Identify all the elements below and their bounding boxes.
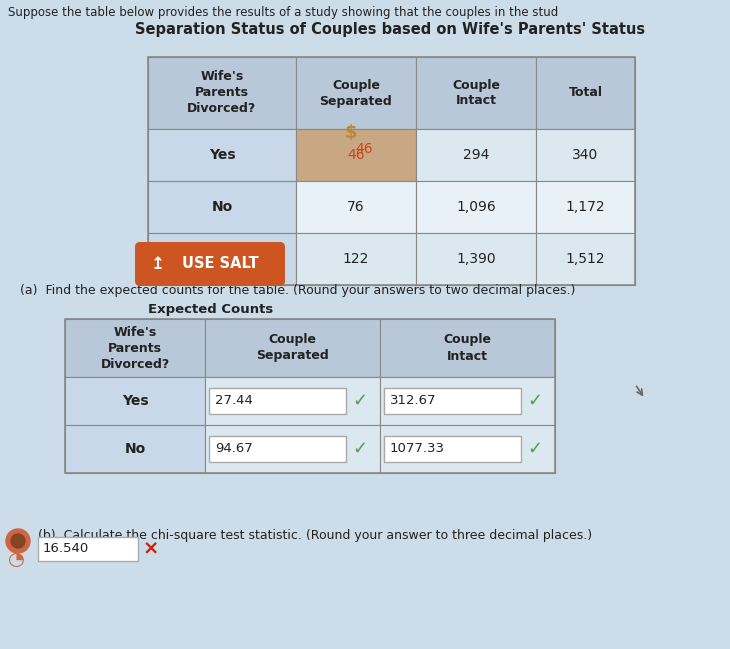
Bar	[416, 181, 536, 233]
Text: 122: 122	[343, 252, 369, 266]
Text: Wife's
Parents
Divorced?: Wife's Parents Divorced?	[101, 326, 169, 371]
Text: (a)  Find the expected counts for the table. (Round your answers to two decimal : (a) Find the expected counts for the tab…	[20, 284, 575, 297]
Bar	[536, 57, 635, 129]
Bar	[205, 319, 380, 377]
Text: 76: 76	[347, 200, 365, 214]
FancyBboxPatch shape	[135, 242, 285, 286]
Text: 46: 46	[347, 148, 365, 162]
Text: ◔: ◔	[8, 550, 25, 569]
Text: ✓: ✓	[527, 440, 542, 458]
Text: Total: Total	[203, 252, 241, 266]
Bar	[380, 319, 555, 377]
Circle shape	[11, 534, 25, 548]
Text: No: No	[124, 442, 145, 456]
Bar	[148, 233, 296, 285]
Bar	[209, 436, 346, 462]
Text: ×: ×	[143, 539, 159, 559]
Text: Couple
Intact: Couple Intact	[452, 79, 500, 108]
Bar	[384, 436, 521, 462]
Bar	[416, 233, 536, 285]
Text: 294: 294	[463, 148, 489, 162]
Text: ✓: ✓	[527, 392, 542, 410]
Circle shape	[6, 529, 30, 553]
Text: Couple
Intact: Couple Intact	[444, 334, 491, 363]
Bar	[380, 377, 555, 425]
Bar	[296, 233, 416, 285]
Bar	[65, 377, 205, 425]
Text: 1,096: 1,096	[456, 200, 496, 214]
Bar	[380, 425, 555, 473]
Bar	[148, 129, 296, 181]
Bar	[65, 425, 205, 473]
Text: (b)  Calculate the chi-square test statistic. (Round your answer to three decima: (b) Calculate the chi-square test statis…	[38, 529, 592, 542]
Text: Expected Counts: Expected Counts	[148, 303, 273, 316]
Bar	[416, 57, 536, 129]
Text: 312.67: 312.67	[390, 395, 437, 408]
Bar	[148, 57, 296, 129]
Text: $: $	[345, 124, 357, 142]
Text: Separation Status of Couples based on Wife's Parents' Status: Separation Status of Couples based on Wi…	[135, 22, 645, 37]
Text: 27.44: 27.44	[215, 395, 253, 408]
Text: 1077.33: 1077.33	[390, 443, 445, 456]
Bar	[296, 181, 416, 233]
Text: USE SALT: USE SALT	[182, 256, 258, 271]
Text: 340: 340	[572, 148, 599, 162]
Bar	[536, 233, 635, 285]
Bar	[148, 181, 296, 233]
Text: Yes: Yes	[209, 148, 235, 162]
Bar	[65, 319, 205, 377]
Bar	[384, 388, 521, 414]
Bar	[536, 181, 635, 233]
Text: Yes: Yes	[122, 394, 148, 408]
Bar	[38, 537, 138, 561]
Bar	[148, 57, 635, 285]
Text: Total: Total	[569, 86, 602, 99]
Text: ✓: ✓	[352, 392, 367, 410]
Bar	[296, 57, 416, 129]
Bar	[536, 129, 635, 181]
Text: ↥: ↥	[151, 255, 165, 273]
Bar	[209, 388, 346, 414]
Bar	[205, 377, 380, 425]
Text: 1,172: 1,172	[566, 200, 605, 214]
Bar	[416, 129, 536, 181]
Text: 16.540: 16.540	[43, 543, 89, 556]
Bar	[65, 319, 555, 473]
Text: 94.67: 94.67	[215, 443, 253, 456]
Text: Couple
Separated: Couple Separated	[320, 79, 393, 108]
Bar	[296, 129, 416, 181]
Text: ✓: ✓	[352, 440, 367, 458]
Bar	[205, 425, 380, 473]
Text: 1,390: 1,390	[456, 252, 496, 266]
Text: 1,512: 1,512	[566, 252, 605, 266]
Text: 46: 46	[356, 142, 373, 156]
Text: No: No	[212, 200, 233, 214]
Text: Couple
Separated: Couple Separated	[256, 334, 329, 363]
Text: Wife's
Parents
Divorced?: Wife's Parents Divorced?	[188, 71, 257, 116]
Text: Suppose the table below provides the results of a study showing that the couples: Suppose the table below provides the res…	[8, 6, 558, 19]
